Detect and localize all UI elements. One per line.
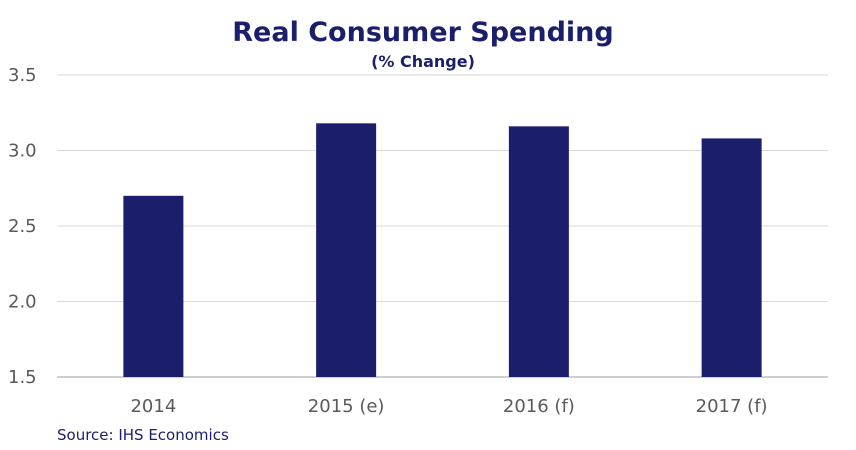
x-tick-label: 2015 (e) [308,396,385,417]
chart-title: Real Consumer Spending [232,17,613,48]
x-tick-label: 2016 (f) [503,396,575,417]
x-tick-label: 2014 [130,396,176,417]
y-tick-label: 3.0 [8,141,37,162]
bar [508,126,569,377]
bar [123,195,184,377]
x-axis-ticks: 2014 2015 (e) 2016 (f) 2017 (f) [130,396,767,417]
x-tick-label: 2017 (f) [696,396,768,417]
source-note: Source: IHS Economics [57,426,229,444]
y-tick-label: 3.5 [8,65,37,86]
y-axis-ticks: 1.5 2.0 2.5 3.0 3.5 [8,65,37,388]
chart-subtitle: (% Change) [371,52,475,71]
bars [123,123,762,377]
y-tick-label: 2.0 [8,292,37,313]
bar [701,138,762,377]
bar [316,123,377,377]
gridlines [57,74,828,378]
y-tick-label: 2.5 [8,216,37,237]
y-tick-label: 1.5 [8,367,37,388]
